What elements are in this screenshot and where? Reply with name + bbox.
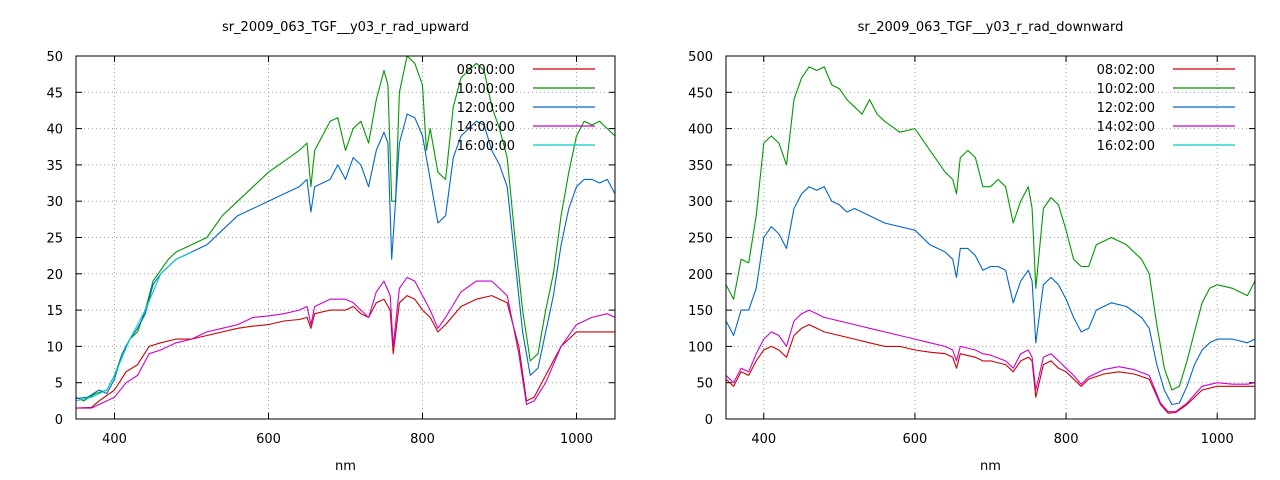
y-tick-label: 0 <box>705 413 713 428</box>
y-tick-label: 0 <box>55 413 63 428</box>
y-tick-label: 35 <box>46 159 63 174</box>
y-tick-label: 150 <box>688 304 713 319</box>
y-tick-label: 15 <box>46 304 63 319</box>
y-tick-label: 250 <box>688 232 713 247</box>
y-tick-label: 50 <box>46 50 63 65</box>
y-tick-label: 300 <box>688 195 713 210</box>
chart-panel-0: sr_2009_063_TGF__y03_r_rad_upward 0 5 10 15 2… <box>46 20 616 474</box>
series-line-08-02-00 <box>726 324 1255 414</box>
chart-title: sr_2009_063_TGF__y03_r_rad_upward <box>222 20 469 35</box>
y-tick-label: 350 <box>688 159 713 174</box>
x-tick-label: 1000 <box>1201 432 1234 447</box>
chart-panel-1: sr_2009_063_TGF__y03_r_rad_downward 0 50 10… <box>688 20 1256 474</box>
y-tick-label: 5 <box>55 377 63 392</box>
y-tick-label: 30 <box>46 195 63 210</box>
x-tick-label: 1000 <box>560 432 593 447</box>
legend-label: 14:00:00 <box>457 120 515 135</box>
series-group <box>726 66 1255 414</box>
y-tick-label: 20 <box>46 268 63 283</box>
x-tick-label: 800 <box>1054 432 1079 447</box>
x-axis-label: nm <box>335 459 356 474</box>
y-tick-label: 450 <box>688 86 713 101</box>
x-axis-label: nm <box>980 459 1001 474</box>
plot-frame <box>725 55 1256 420</box>
legend-label: 08:02:00 <box>1097 63 1155 78</box>
series-group <box>76 56 615 409</box>
series-line-08-00-00 <box>76 295 615 409</box>
series-line-16-00-00 <box>76 251 192 402</box>
y-tick-label: 40 <box>46 123 63 138</box>
legend-label: 10:02:00 <box>1097 82 1155 97</box>
y-tick-label: 400 <box>688 123 713 138</box>
legend-label: 12:00:00 <box>457 101 515 116</box>
series-line-14-02-00 <box>726 309 1255 413</box>
x-tick-label: 400 <box>102 432 127 447</box>
series-line-10-02-00 <box>726 66 1255 391</box>
legend-label: 08:00:00 <box>457 63 515 78</box>
x-tick-label: 600 <box>903 432 928 447</box>
y-tick-label: 100 <box>688 340 713 355</box>
y-tick-label: 50 <box>696 377 713 392</box>
legend-label: 16:02:00 <box>1097 139 1155 154</box>
legend-label: 10:00:00 <box>457 82 515 97</box>
y-tick-label: 200 <box>688 268 713 283</box>
y-tick-label: 25 <box>46 232 63 247</box>
x-tick-label: 800 <box>410 432 435 447</box>
x-tick-label: 400 <box>751 432 776 447</box>
x-tick-label: 600 <box>256 432 281 447</box>
series-line-12-00-00 <box>76 113 615 400</box>
y-tick-label: 45 <box>46 86 63 101</box>
plot-frame <box>75 55 616 420</box>
chart-title: sr_2009_063_TGF__y03_r_rad_downward <box>858 20 1124 35</box>
series-line-14-00-00 <box>76 276 615 409</box>
y-tick-label: 500 <box>688 50 713 65</box>
series-line-10-00-00 <box>76 56 615 402</box>
legend-label: 16:00:00 <box>457 139 515 154</box>
series-line-12-02-00 <box>726 186 1255 406</box>
legend-label: 14:02:00 <box>1097 120 1155 135</box>
y-tick-label: 10 <box>46 340 63 355</box>
legend-label: 12:02:00 <box>1097 101 1155 116</box>
